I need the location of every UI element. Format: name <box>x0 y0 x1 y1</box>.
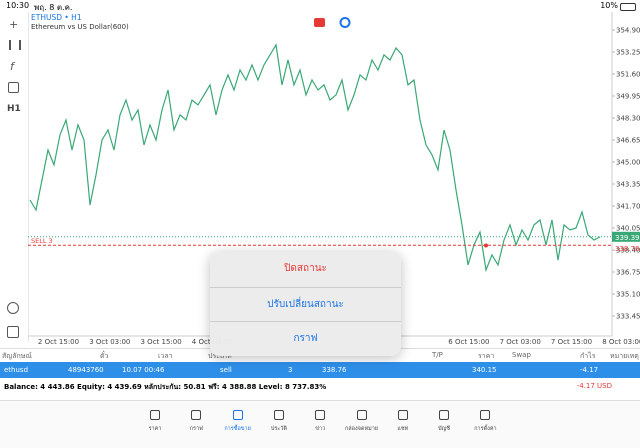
date: พฤ. 8 ต.ค. <box>34 3 73 12</box>
tab-icon[interactable] <box>150 410 160 420</box>
x-tick-label: 3 Oct 03:00 <box>89 338 130 346</box>
zoom-icon[interactable] <box>7 302 19 314</box>
tab-icon[interactable] <box>273 410 284 420</box>
column-header: สัญลักษณ์ <box>2 352 32 360</box>
x-tick-label: 3 Oct 15:00 <box>141 338 182 346</box>
flag-icon <box>314 18 325 27</box>
crosshair-icon[interactable]: + <box>9 18 19 31</box>
column-header: ประเภท <box>208 352 232 360</box>
cell: -4.17 <box>580 366 599 374</box>
popup: ปิดสถานะปรับเปลี่ยนสถานะ กราฟ <box>210 252 401 356</box>
tab-label[interactable]: การซื้อขาย <box>224 426 251 432</box>
balance: Balance: 4 443.86 Equity: 4 439.69 หลักป… <box>4 383 327 391</box>
y-tick-label: 354.90 <box>616 27 640 35</box>
tab-label[interactable]: บัญชี <box>438 426 451 432</box>
symbol: ETHUSD • H1 <box>31 13 82 22</box>
tab-label[interactable]: กราฟ <box>189 426 203 432</box>
battery: 10% <box>600 1 618 10</box>
x-tick-label: 6 Oct 15:00 <box>448 338 489 346</box>
bid-label: 339.39 <box>615 234 640 242</box>
tab-icon[interactable] <box>439 410 450 420</box>
tab-label[interactable]: ข่าว <box>315 426 326 432</box>
sidebar: + f H1 <box>0 12 29 342</box>
battery-icon <box>620 3 636 11</box>
popup-item[interactable]: ปรับเปลี่ยนสถานะ <box>210 286 401 322</box>
y-tick-label: 341.70 <box>616 203 640 211</box>
column-header: กำไร <box>580 352 596 360</box>
y-tick-label: 343.35 <box>616 181 640 189</box>
column-header: เวลา <box>158 352 173 360</box>
tab-label[interactable]: การตั้งค่า <box>474 426 497 432</box>
column-header: ตั๋ว <box>100 352 109 360</box>
indicator-icon[interactable] <box>9 40 21 50</box>
order-label: SELL 3 <box>31 237 53 245</box>
order-price-label: 338.76 <box>615 245 640 253</box>
popup-item[interactable]: ปิดสถานะ <box>284 263 327 274</box>
column-header: หมายเหตุ <box>610 352 639 360</box>
price-line <box>29 43 601 273</box>
timeframe[interactable]: H1 <box>7 104 21 114</box>
objects-icon[interactable] <box>8 82 19 93</box>
cell: 48943760 <box>68 366 104 374</box>
coin-icon <box>339 17 351 28</box>
tab-label[interactable]: แชท <box>397 426 409 432</box>
cell: ethusd <box>4 366 29 374</box>
x-tick-label: 7 Oct 15:00 <box>551 338 592 346</box>
add-icon[interactable] <box>7 326 19 338</box>
order-marker <box>484 243 488 248</box>
popup-item[interactable]: กราฟ <box>210 321 401 356</box>
description: Ethereum vs US Dollar(600) <box>31 23 129 31</box>
order-row[interactable]: ethusd 48943760 10.07 00:46 sell 3 338.76 340.… <box>0 362 640 378</box>
y-tick-label: 349.95 <box>616 93 640 101</box>
y-tick-label: 336.75 <box>616 269 640 277</box>
tab-icon[interactable] <box>232 410 243 420</box>
bid-box <box>612 231 640 242</box>
column-header: Swap <box>512 351 531 359</box>
column-header: ราคา <box>478 352 495 360</box>
tab-icon[interactable] <box>397 410 408 420</box>
tab-icon[interactable] <box>191 410 202 420</box>
y-tick-label: 333.45 <box>616 313 640 321</box>
cell: 340.15 <box>472 366 497 374</box>
cell: 338.76 <box>322 366 347 374</box>
x-tick-label: 2 Oct 15:00 <box>38 338 79 346</box>
tab-icon[interactable] <box>356 410 367 420</box>
function-icon[interactable]: f <box>10 60 14 73</box>
tab-icon[interactable] <box>480 410 491 420</box>
tab-bar: ราคา กราฟ การซื้อขาย ประวัติ ข่าว กล่องจดหมาย… <box>0 400 640 448</box>
tab-label[interactable]: กล่องจดหมาย <box>344 426 379 432</box>
y-tick-label: 348.30 <box>616 115 640 123</box>
y-tick-label: 338.40 <box>616 247 640 255</box>
tab-label[interactable]: ประวัติ <box>270 426 287 432</box>
tab-label[interactable]: ราคา <box>148 426 162 432</box>
column-header: T/P <box>432 351 443 359</box>
y-tick-label: 353.25 <box>616 49 640 57</box>
y-tick-label: 345.00 <box>616 159 640 167</box>
cell: 3 <box>288 366 293 374</box>
tab-icon[interactable] <box>315 410 326 420</box>
y-tick-label: 351.60 <box>616 71 640 79</box>
x-tick-label: 7 Oct 03:00 <box>500 338 541 346</box>
cell: sell <box>220 366 232 374</box>
y-tick-label: 340.05 <box>616 225 640 233</box>
cell: 10.07 00:46 <box>122 366 165 374</box>
total-profit: -4.17 USD <box>576 382 612 390</box>
y-tick-label: 335.10 <box>616 291 640 299</box>
x-tick-label: 8 Oct 03:00 <box>602 338 640 346</box>
clock: 10:30 <box>6 1 30 10</box>
y-tick-label: 346.65 <box>616 137 640 145</box>
